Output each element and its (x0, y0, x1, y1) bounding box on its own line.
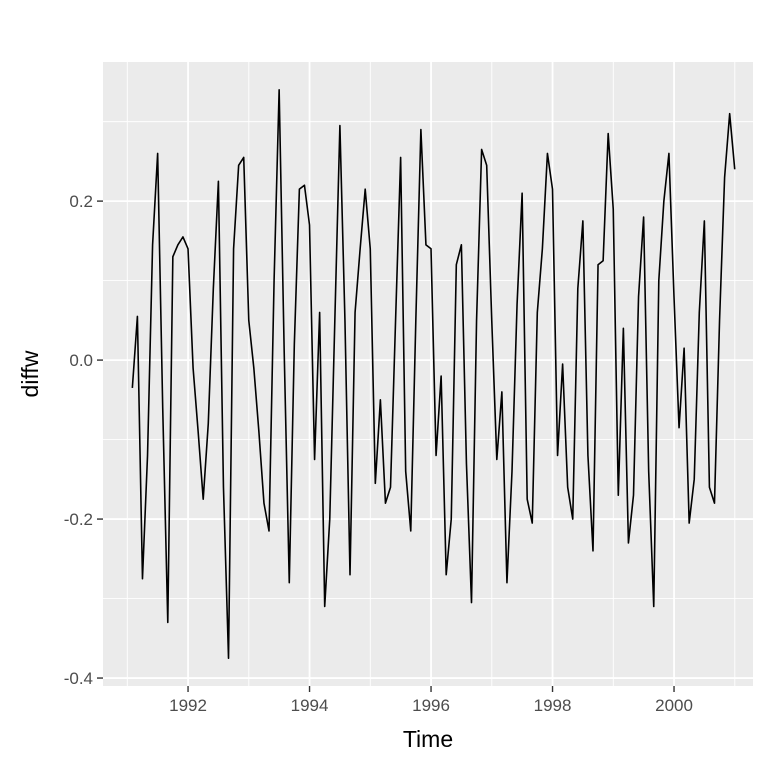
x-tick-label: 1996 (412, 696, 450, 715)
series-line (131, 89, 736, 659)
major-gridlines (103, 62, 753, 686)
x-tick-label: 2000 (655, 696, 693, 715)
y-tick-label: -0.4 (64, 669, 93, 688)
x-axis-ticks: 1992 1994 1996 1998 2000 (169, 686, 693, 715)
x-tick-label: 1998 (534, 696, 572, 715)
y-axis-ticks: -0.4 -0.2 0.0 0.2 (64, 192, 103, 688)
x-axis-title: Time (403, 726, 453, 752)
plot-panel (103, 62, 753, 686)
x-tick-label: 1992 (169, 696, 207, 715)
y-tick-label: 0.0 (69, 351, 93, 370)
y-axis-title: diffw (17, 350, 43, 397)
x-tick-label: 1994 (291, 696, 329, 715)
y-tick-label: 0.2 (69, 192, 93, 211)
y-tick-label: -0.2 (64, 510, 93, 529)
